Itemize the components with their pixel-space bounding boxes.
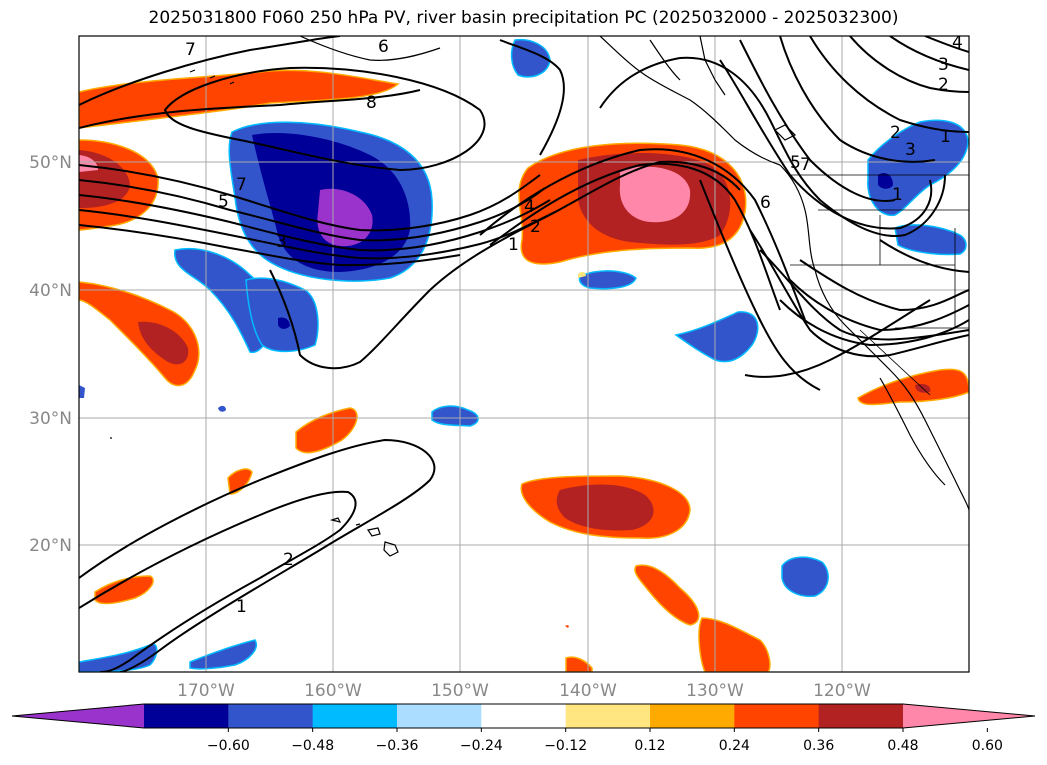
contour-label: 1 — [940, 127, 951, 147]
colorbar-tick-label: −0.24 — [460, 738, 503, 754]
contour-label: 5 — [790, 153, 801, 173]
colorbar-extend-high — [903, 704, 1035, 728]
lon-label: 160°W — [304, 681, 362, 701]
colorbar-segment — [565, 704, 651, 728]
colorbar-segment — [481, 704, 567, 728]
lat-label: 20°N — [29, 536, 72, 556]
colorbar-tick-label: 0.48 — [887, 738, 918, 754]
colorbar-tick-label: 0.60 — [972, 738, 1003, 754]
contour-label: 1 — [892, 185, 903, 205]
colorbar-tick-label: 0.12 — [634, 738, 665, 754]
contour-label: 3 — [276, 232, 287, 252]
colorbar-tick-label: −0.12 — [544, 738, 587, 754]
contour-label: 6 — [760, 193, 771, 213]
contour-label: 2 — [890, 123, 901, 143]
contour-label: 1 — [236, 597, 247, 617]
contour-label: 2 — [283, 550, 294, 570]
colorbar-segment — [397, 704, 482, 728]
colorbar-segment — [144, 704, 229, 728]
lon-label: 130°W — [686, 681, 744, 701]
contour-label: 8 — [366, 93, 377, 113]
lon-labels: 170°W 160°W 150°W 140°W 130°W 120°W — [177, 681, 871, 701]
contour-label: 7 — [236, 175, 247, 195]
colorbar: −0.60 −0.48 −0.36 −0.24 −0.12 0.12 0.24 0.36 0.4… — [11, 703, 1036, 754]
contour-label: 4 — [952, 33, 963, 53]
plot-area — [79, 36, 969, 672]
contour-label: 7 — [800, 155, 811, 175]
lon-label: 140°W — [559, 681, 617, 701]
contour-label: 2 — [938, 75, 949, 95]
map-title: 2025031800 F060 250 hPa PV, river basin … — [148, 8, 899, 28]
lon-label: 120°W — [813, 681, 871, 701]
colorbar-segment — [312, 704, 398, 728]
lat-label: 40°N — [29, 281, 72, 301]
contour-label: 1 — [508, 235, 519, 255]
colorbar-segment — [734, 704, 820, 728]
colorbar-tick-label: −0.36 — [376, 738, 419, 754]
contour-label: 7 — [185, 40, 196, 60]
pv-contours — [79, 36, 969, 672]
colorbar-segment — [650, 704, 735, 728]
colorbar-tick-label: −0.48 — [291, 738, 334, 754]
colorbar-tick-label: 0.24 — [719, 738, 750, 754]
colorbar-outline — [11, 703, 1036, 729]
colorbar-segment — [818, 704, 904, 728]
colorbar-extend-low — [12, 704, 144, 728]
colorbar-segment — [228, 704, 314, 728]
lat-labels: 50°N 40°N 30°N 20°N — [29, 153, 72, 556]
contour-label: 3 — [905, 140, 916, 160]
colorbar-tick-label: 0.36 — [803, 738, 834, 754]
lat-label: 30°N — [29, 409, 72, 429]
coastlines — [110, 36, 969, 557]
contour-label: 3 — [938, 55, 949, 75]
contour-label: 2 — [530, 217, 541, 237]
lon-label: 150°W — [431, 681, 489, 701]
contour-label: 5 — [218, 192, 229, 212]
plot-frame — [78, 35, 970, 673]
contour-labels: 7 6 8 3 2 1 5 7 5 3 4 2 1 6 7 1 2 3 2 1 … — [185, 33, 963, 617]
colorbar-tick-label: −0.60 — [207, 738, 250, 754]
lat-label: 50°N — [29, 153, 72, 173]
contour-label: 4 — [524, 197, 535, 217]
contour-label: 6 — [378, 37, 389, 57]
lon-label: 170°W — [177, 681, 235, 701]
